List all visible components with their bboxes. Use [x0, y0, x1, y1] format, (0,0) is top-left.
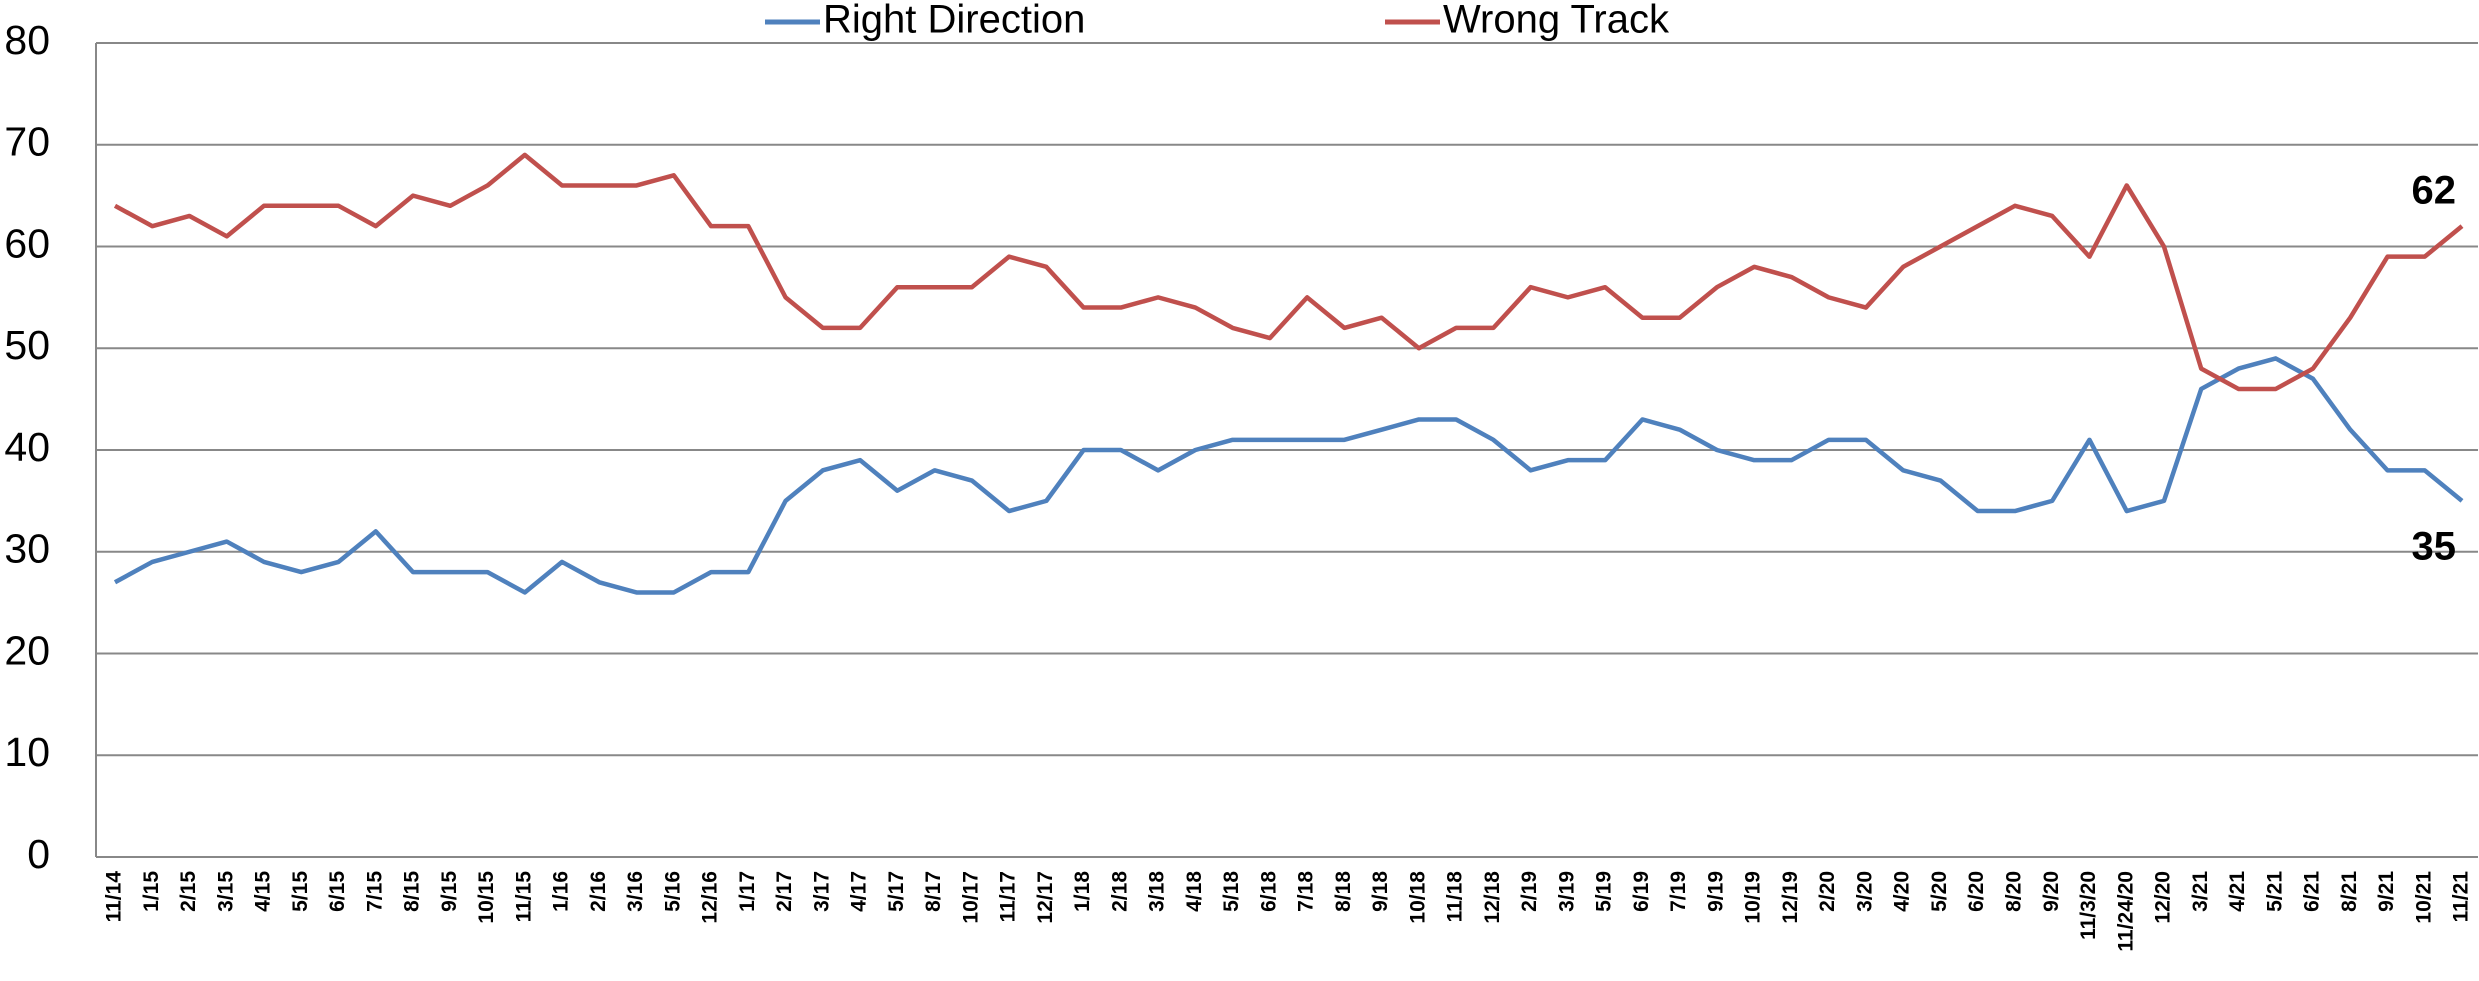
x-tick-label: 9/20: [2040, 871, 2063, 912]
x-tick-label: 8/15: [401, 871, 424, 912]
x-tick-label: 4/20: [1891, 871, 1914, 912]
x-tick-label: 5/20: [1928, 871, 1951, 912]
x-tick-label: 2/16: [587, 871, 610, 912]
y-tick-label: 10: [4, 729, 50, 775]
x-tick-label: 6/18: [1257, 871, 1280, 912]
x-tick-label: 12/19: [1779, 871, 1802, 924]
x-tick-label: 12/20: [2152, 871, 2175, 924]
x-tick-label: 2/19: [1518, 871, 1541, 912]
x-tick-label: 1/18: [1071, 871, 1094, 912]
y-tick-label: 30: [4, 526, 50, 572]
x-tick-label: 2/18: [1108, 871, 1131, 912]
x-tick-label: 3/20: [1853, 871, 1876, 912]
x-tick-label: 1/15: [140, 871, 163, 912]
x-tick-label: 2/20: [1816, 871, 1839, 912]
x-tick-label: 3/17: [810, 871, 833, 912]
x-tick-label: 6/20: [1965, 871, 1988, 912]
x-tick-label: 5/16: [661, 871, 684, 912]
x-tick-label: 2/15: [177, 871, 200, 912]
x-tick-label: 7/15: [363, 871, 386, 912]
x-tick-label: 11/3/20: [2077, 871, 2100, 940]
x-tick-label: 4/21: [2226, 871, 2249, 912]
x-tick-label: 4/15: [252, 871, 275, 912]
x-tick-label: 8/21: [2338, 871, 2361, 912]
x-tick-label: 9/15: [438, 871, 461, 912]
x-tick-label: 11/24/20: [2114, 871, 2137, 952]
line: [113, 152, 2464, 392]
x-tick-label: 10/19: [1742, 871, 1765, 924]
line: [113, 356, 2464, 595]
x-tick-label: 5/21: [2263, 871, 2286, 912]
x-tick-label: 12/17: [1034, 871, 1057, 924]
y-tick-label: 0: [27, 831, 50, 877]
x-tick-label: 8/20: [2002, 871, 2025, 912]
x-tick-label: 12/16: [699, 871, 722, 924]
x-tick-label: 9/18: [1369, 871, 1392, 912]
x-tick-label: 6/15: [326, 871, 349, 912]
x-tick-label: 5/17: [885, 871, 908, 912]
x-tick-label: 1/17: [736, 871, 759, 912]
x-tick-label: 9/19: [1704, 871, 1727, 912]
x-tick-label: 5/18: [1220, 871, 1243, 912]
x-tick-label: 5/15: [289, 871, 312, 912]
x-tick-label: 10/17: [959, 871, 982, 924]
x-tick-label: 3/21: [2189, 871, 2212, 912]
x-tick-label: 4/17: [848, 871, 871, 912]
x-tick-label: 3/19: [1555, 871, 1578, 912]
x-tick-label: 3/18: [1146, 871, 1169, 912]
x-tick-label: 10/18: [1406, 871, 1429, 924]
x-tick-label: 5/19: [1593, 871, 1616, 912]
x-tick-label: 1/16: [550, 871, 573, 912]
x-tick-label: 8/17: [922, 871, 945, 912]
y-tick-label: 70: [4, 119, 50, 165]
x-tick-label: 11/18: [1444, 871, 1467, 923]
x-tick-label: 11/15: [512, 871, 535, 923]
x-tick-label: 7/18: [1295, 871, 1318, 912]
x-tick-label: 4/18: [1183, 871, 1206, 912]
x-tick-label: 3/15: [214, 871, 237, 912]
y-tick-label: 20: [4, 627, 50, 673]
x-tick-label: 11/14: [103, 871, 126, 923]
x-tick-label: 6/19: [1630, 871, 1653, 912]
y-tick-label: 40: [4, 424, 50, 470]
y-tick-label: 50: [4, 322, 50, 368]
x-tick-label: 8/18: [1332, 871, 1355, 912]
x-tick-label: 3/16: [624, 871, 647, 912]
x-tick-label: 2/17: [773, 871, 796, 912]
y-tick-label: 60: [4, 220, 50, 266]
data-label: 35: [2412, 524, 2457, 568]
x-tick-label: 10/15: [475, 871, 498, 924]
x-tick-label: 7/19: [1667, 871, 1690, 912]
x-tick-label: 9/21: [2375, 871, 2398, 912]
x-tick-label: 11/17: [997, 871, 1020, 922]
legend-label: Right Direction: [823, 0, 1085, 42]
x-tick-label: 11/21: [2450, 871, 2473, 923]
y-tick-label: 80: [4, 17, 50, 63]
x-tick-label: 10/21: [2412, 871, 2435, 924]
x-tick-label: 6/21: [2301, 871, 2324, 912]
x-tick-label: 12/18: [1481, 871, 1504, 924]
legend-label: Wrong Track: [1443, 0, 1670, 42]
data-label: 62: [2412, 169, 2457, 213]
